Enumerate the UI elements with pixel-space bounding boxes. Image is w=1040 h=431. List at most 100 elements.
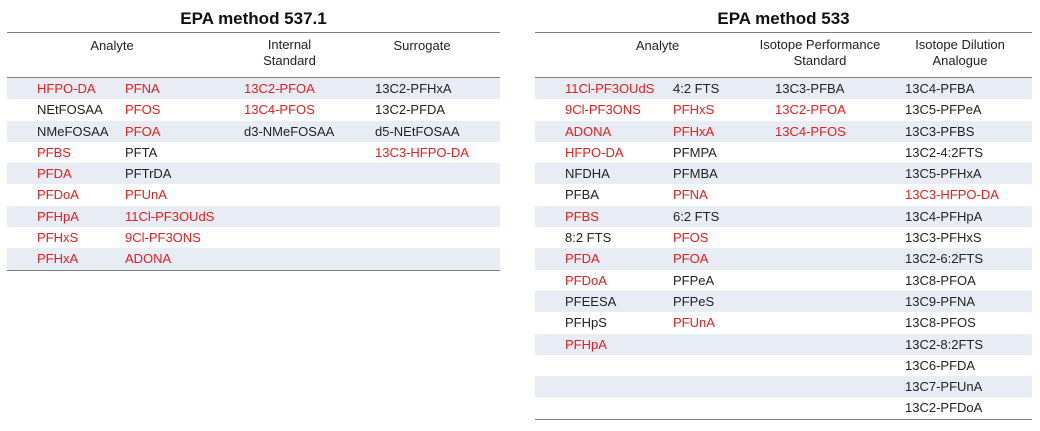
header-internal-standard: Internal Standard bbox=[263, 37, 316, 68]
table-header: Analyte Isotope Performance Standard Isot… bbox=[535, 32, 1032, 78]
table-cell: 11Cl-PF3OUdS bbox=[565, 81, 655, 96]
table-cell: 13C3-PFBS bbox=[905, 123, 975, 139]
table-cell: 13C6-PFDA bbox=[905, 357, 976, 373]
table-cell: 8:2 FTS bbox=[565, 230, 612, 246]
table-cell: PFHxA bbox=[37, 251, 79, 267]
table-row: NFDHA PFMBA 13C5-PFHxA bbox=[535, 163, 1032, 185]
table-row: 13C2-PFDoA bbox=[535, 397, 1032, 418]
table-cell: 13C2-PFDoA bbox=[905, 400, 983, 416]
table-bottom-rule bbox=[7, 269, 500, 271]
table-row: PFHxS 9Cl-PF3ONS bbox=[7, 227, 500, 248]
table-cell: PFOS bbox=[125, 102, 161, 118]
table-cell: PFUnA bbox=[125, 187, 167, 203]
table-cell: NMeFOSAA bbox=[37, 123, 109, 139]
table-row: HFPO-DA PFMPA 13C2-4:2FTS bbox=[535, 142, 1032, 163]
table-cell: PFHpS bbox=[565, 315, 607, 331]
header-analyte: Analyte bbox=[635, 38, 680, 53]
header-analyte: Analyte bbox=[90, 38, 134, 53]
table-row: 11Cl-PF3OUdS 4:2 FTS 13C3-PFBA 13C4-PFBA bbox=[535, 78, 1032, 100]
table-cell: 13C3-PFHxS bbox=[905, 230, 982, 246]
table-body: HFPO-DA PFNA 13C2-PFOA 13C2-PFHxA NEtFOSAA PF… bbox=[7, 78, 500, 270]
table-cell: PFDA bbox=[37, 166, 72, 182]
table-cell: PFTA bbox=[125, 144, 158, 160]
epa-537-1-table: EPA method 537.1 Analyte Internal Standar… bbox=[7, 0, 500, 271]
table-cell: PFBS bbox=[37, 144, 71, 160]
table-cell: 13C2-PFHxA bbox=[375, 81, 452, 96]
table-row: 13C6-PFDA bbox=[535, 355, 1032, 376]
table-cell: 13C4-PFHpA bbox=[905, 208, 983, 224]
table-cell: 13C2-8:2FTS bbox=[905, 336, 984, 352]
table-row: 8:2 FTS PFOS 13C3-PFHxS bbox=[535, 227, 1032, 248]
table-cell: d5-NEtFOSAA bbox=[375, 123, 460, 139]
table-cell: PFMBA bbox=[673, 166, 718, 182]
table-cell: PFDA bbox=[565, 251, 600, 267]
table-cell: 9Cl-PF3ONS bbox=[565, 102, 641, 118]
table-header: Analyte Internal Standard Surrogate bbox=[7, 32, 500, 78]
table-body: 11Cl-PF3OUdS 4:2 FTS 13C3-PFBA 13C4-PFBA 9Cl… bbox=[535, 78, 1032, 419]
table-cell: PFOS bbox=[673, 230, 709, 246]
table-cell: 13C2-PFOA bbox=[244, 81, 315, 96]
table-cell: PFPeS bbox=[673, 293, 715, 309]
table-cell: PFDoA bbox=[37, 187, 79, 203]
table-row: PFEESA PFPeS 13C9-PFNA bbox=[535, 290, 1032, 313]
table-cell: 13C4-PFOS bbox=[775, 123, 846, 139]
table-cell: PFOA bbox=[125, 123, 161, 139]
table-row: 13C7-PFUnA bbox=[535, 376, 1032, 398]
table-row: PFDoA PFUnA bbox=[7, 184, 500, 205]
table-cell: PFMPA bbox=[673, 144, 717, 160]
table-row: PFHxA ADONA bbox=[7, 248, 500, 270]
table-cell: 13C7-PFUnA bbox=[905, 379, 983, 395]
table-cell: 13C2-4:2FTS bbox=[905, 144, 984, 160]
table-cell: PFHpA bbox=[565, 336, 607, 352]
table-row: PFDoA PFPeA 13C8-PFOA bbox=[535, 270, 1032, 291]
table-cell: PFOA bbox=[673, 251, 709, 267]
table-row: PFDA PFOA 13C2-6:2FTS bbox=[535, 248, 1032, 270]
table-cell: 13C4-PFBA bbox=[905, 81, 975, 96]
table-cell: 13C3-HFPO-DA bbox=[905, 187, 999, 203]
table-cell: ADONA bbox=[565, 123, 612, 139]
table-row: ADONA PFHxA 13C4-PFOS 13C3-PFBS bbox=[535, 120, 1032, 142]
table-cell: ADONA bbox=[125, 251, 172, 267]
table-row: NMeFOSAA PFOA d3-NMeFOSAA d5-NEtFOSAA bbox=[7, 120, 500, 142]
table-cell: 13C3-HFPO-DA bbox=[375, 144, 469, 160]
table-cell: d3-NMeFOSAA bbox=[244, 123, 335, 139]
table-cell: 4:2 FTS bbox=[673, 81, 720, 96]
table-cell: PFTrDA bbox=[125, 166, 172, 182]
table-cell: PFBA bbox=[565, 187, 599, 203]
table-row: 9Cl-PF3ONS PFHxS 13C2-PFOA 13C5-PFPeA bbox=[535, 99, 1032, 120]
table-cell: PFDoA bbox=[565, 272, 607, 288]
table-cell: 13C2-PFOA bbox=[775, 102, 846, 118]
table-row: HFPO-DA PFNA 13C2-PFOA 13C2-PFHxA bbox=[7, 78, 500, 100]
table-cell: 13C3-PFBA bbox=[775, 81, 845, 96]
table-cell: 13C8-PFOS bbox=[905, 315, 976, 331]
table-cell: PFHpA bbox=[37, 208, 79, 224]
header-isotope-performance-standard: Isotope Performance Standard bbox=[759, 37, 881, 68]
table-cell: PFHxS bbox=[673, 102, 715, 118]
table-cell: 13C2-PFDA bbox=[375, 102, 446, 118]
table-cell: PFEESA bbox=[565, 293, 617, 309]
table-cell: 11Cl-PF3OUdS bbox=[125, 208, 215, 224]
table-row: NEtFOSAA PFOS 13C4-PFOS 13C2-PFDA bbox=[7, 99, 500, 120]
header-surrogate: Surrogate bbox=[393, 38, 451, 53]
table-cell: PFPeA bbox=[673, 272, 715, 288]
table-cell: PFBS bbox=[565, 208, 599, 224]
epa-533-table: EPA method 533 Analyte Isotope Performan… bbox=[535, 0, 1032, 420]
table-cell: HFPO-DA bbox=[37, 81, 96, 96]
table-row: PFBA PFNA 13C3-HFPO-DA bbox=[535, 184, 1032, 205]
table-row: PFBS 6:2 FTS 13C4-PFHpA bbox=[535, 205, 1032, 228]
table-cell: PFNA bbox=[125, 81, 160, 96]
table-cell: HFPO-DA bbox=[565, 144, 624, 160]
table-cell: 13C5-PFPeA bbox=[905, 102, 982, 118]
table-cell: PFUnA bbox=[673, 315, 715, 331]
table-cell: 13C4-PFOS bbox=[244, 102, 315, 118]
table-cell: 13C2-6:2FTS bbox=[905, 251, 984, 267]
table-row: PFDA PFTrDA bbox=[7, 163, 500, 185]
table-title: EPA method 533 bbox=[717, 9, 850, 28]
table-row: PFBS PFTA 13C3-HFPO-DA bbox=[7, 142, 500, 163]
table-cell: PFHxS bbox=[37, 230, 79, 246]
table-cell: 13C5-PFHxA bbox=[905, 166, 982, 182]
table-cell: 13C8-PFOA bbox=[905, 272, 976, 288]
header-isotope-dilution-analogue: Isotope Dilution Analogue bbox=[915, 37, 1005, 68]
table-bottom-rule bbox=[535, 418, 1032, 420]
table-cell: 9Cl-PF3ONS bbox=[125, 230, 201, 246]
